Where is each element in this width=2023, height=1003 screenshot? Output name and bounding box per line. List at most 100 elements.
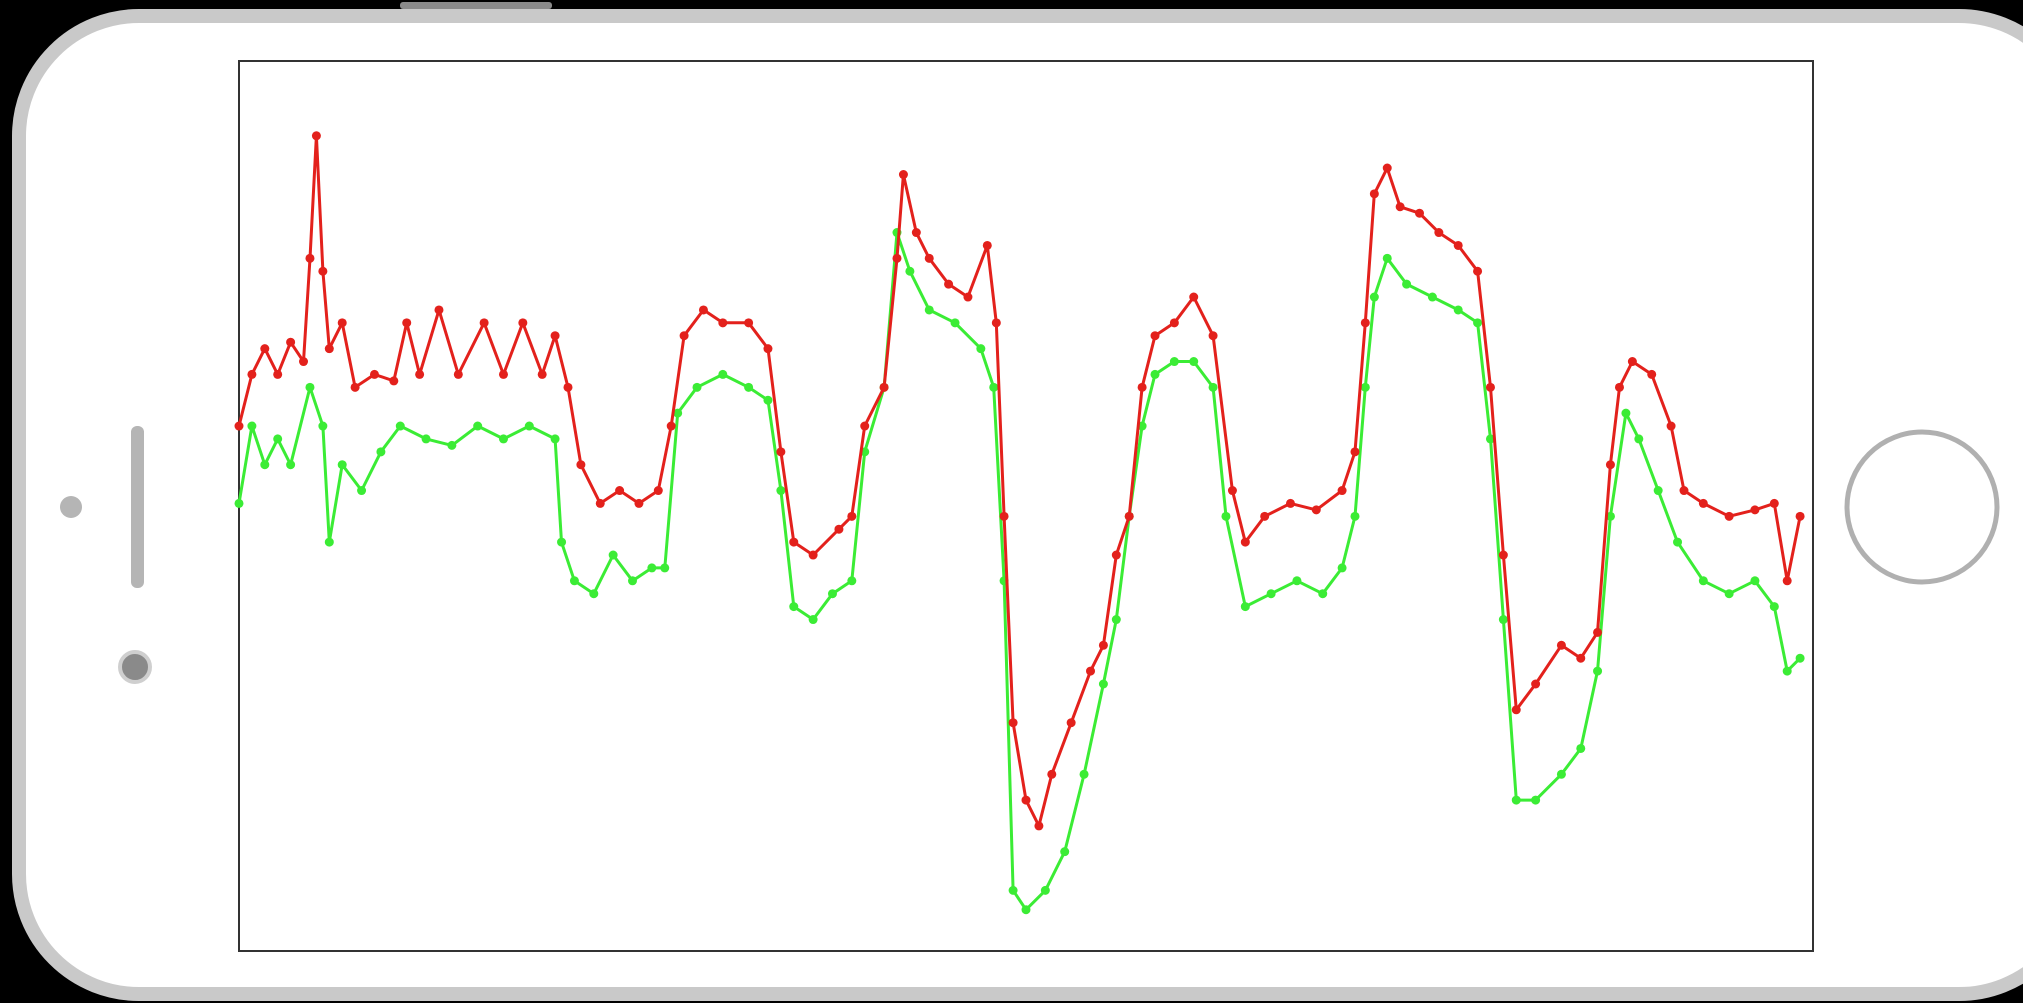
data-point <box>1292 576 1301 585</box>
data-point <box>693 383 702 392</box>
data-point <box>789 538 798 547</box>
data-point <box>260 460 269 469</box>
data-point <box>551 434 560 443</box>
data-point <box>1022 796 1031 805</box>
data-point <box>892 254 901 263</box>
data-point <box>1338 486 1347 495</box>
data-point <box>654 486 663 495</box>
data-point <box>1361 318 1370 327</box>
data-point <box>718 318 727 327</box>
data-point <box>338 318 347 327</box>
data-point <box>1009 886 1018 895</box>
data-point <box>318 422 327 431</box>
data-point <box>286 460 295 469</box>
data-point <box>299 357 308 366</box>
data-point <box>1047 770 1056 779</box>
page: (() => { const data = JSON.parse(documen… <box>0 0 2023 1003</box>
data-point <box>1370 189 1379 198</box>
data-point <box>925 305 934 314</box>
data-point <box>1209 383 1218 392</box>
data-point <box>1531 796 1540 805</box>
data-point <box>1647 370 1656 379</box>
data-point <box>776 486 785 495</box>
data-point <box>325 344 334 353</box>
data-point <box>1699 576 1708 585</box>
data-point <box>1796 512 1805 521</box>
data-point <box>1170 357 1179 366</box>
data-point <box>1189 357 1198 366</box>
data-point <box>370 370 379 379</box>
data-point <box>235 499 244 508</box>
data-point <box>1138 383 1147 392</box>
data-point <box>563 383 572 392</box>
data-point <box>763 344 772 353</box>
data-point <box>247 370 256 379</box>
data-point <box>744 318 753 327</box>
data-point <box>809 551 818 560</box>
data-point <box>828 589 837 598</box>
data-point <box>776 447 785 456</box>
data-point <box>976 344 985 353</box>
data-point <box>480 318 489 327</box>
data-point <box>615 486 624 495</box>
data-point <box>499 370 508 379</box>
data-point <box>1576 654 1585 663</box>
data-point <box>718 370 727 379</box>
data-point <box>1796 654 1805 663</box>
data-point <box>925 254 934 263</box>
data-point <box>1770 602 1779 611</box>
data-point <box>1318 589 1327 598</box>
data-point <box>647 563 656 572</box>
data-point <box>1086 667 1095 676</box>
data-point <box>847 576 856 585</box>
data-point <box>1770 499 1779 508</box>
data-point <box>1512 705 1521 714</box>
data-point <box>286 338 295 347</box>
data-point <box>1415 209 1424 218</box>
data-point <box>912 228 921 237</box>
data-point <box>1593 628 1602 637</box>
data-point <box>680 331 689 340</box>
data-point <box>1606 460 1615 469</box>
data-point <box>1383 254 1392 263</box>
data-point <box>551 331 560 340</box>
data-point <box>305 254 314 263</box>
data-point <box>1350 447 1359 456</box>
data-point <box>1679 486 1688 495</box>
data-point <box>402 318 411 327</box>
data-point <box>273 370 282 379</box>
camera <box>120 652 150 682</box>
data-point <box>318 267 327 276</box>
data-point <box>1041 886 1050 895</box>
data-point <box>1350 512 1359 521</box>
data-point <box>538 370 547 379</box>
data-point <box>1241 602 1250 611</box>
data-point <box>809 615 818 624</box>
data-point <box>1557 641 1566 650</box>
side-button <box>400 2 552 9</box>
data-point <box>1060 847 1069 856</box>
data-point <box>1667 422 1676 431</box>
data-point <box>1151 370 1160 379</box>
sensor <box>60 496 82 518</box>
data-point <box>1454 305 1463 314</box>
data-point <box>951 318 960 327</box>
data-point <box>1228 486 1237 495</box>
data-point <box>434 305 443 314</box>
data-point <box>628 576 637 585</box>
data-point <box>1499 551 1508 560</box>
data-point <box>1750 576 1759 585</box>
data-point <box>1673 538 1682 547</box>
data-point <box>880 383 889 392</box>
data-point <box>1576 744 1585 753</box>
data-point <box>1699 499 1708 508</box>
data-point <box>235 422 244 431</box>
data-point <box>1783 576 1792 585</box>
data-point <box>1209 331 1218 340</box>
data-point <box>1402 280 1411 289</box>
data-point <box>1621 409 1630 418</box>
data-point <box>989 383 998 392</box>
data-point <box>1338 563 1347 572</box>
data-point <box>1628 357 1637 366</box>
phone-screen <box>0 0 2023 1003</box>
